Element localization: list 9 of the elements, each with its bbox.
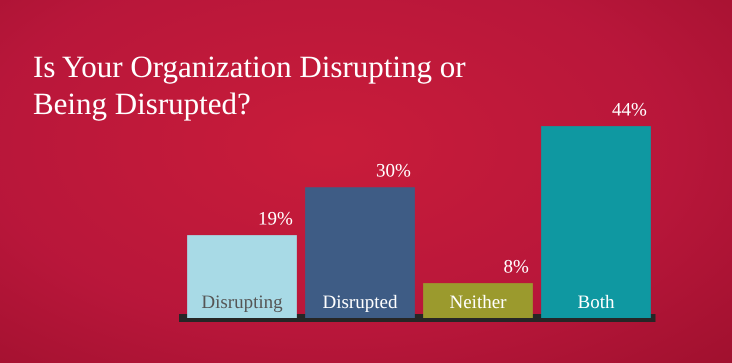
data-label: 44% <box>612 100 648 121</box>
chart-title: Is Your Organization Disrupting or Being Disrupted? <box>33 48 467 122</box>
data-label: 8% <box>504 256 530 278</box>
x-tick-label: Both <box>578 292 615 313</box>
x-tick-label: Disrupting <box>201 292 284 313</box>
x-tick-label: Disrupted <box>322 292 398 313</box>
x-tick-label: Neither <box>450 292 508 313</box>
data-label: 30% <box>376 160 412 182</box>
data-label: 19% <box>258 208 294 230</box>
